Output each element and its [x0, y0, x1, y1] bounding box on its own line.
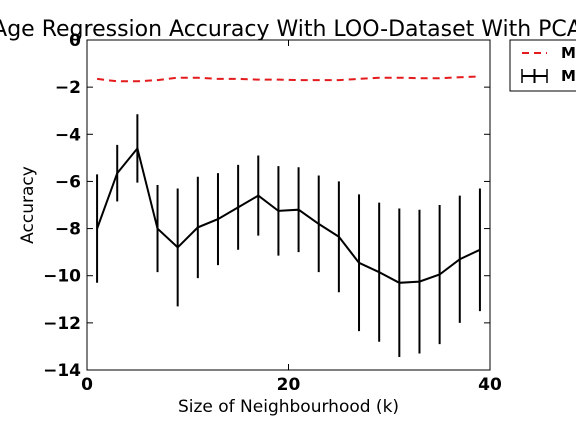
- chart-title: Age Regression Accuracy With LOO-Dataset…: [0, 17, 576, 42]
- y-tick-label: −4: [55, 125, 81, 145]
- x-tick-label: 40: [478, 375, 502, 395]
- y-tick-label: −12: [43, 314, 81, 334]
- series-line: [96, 75, 480, 83]
- series-line: [96, 146, 481, 284]
- series-1: [96, 75, 480, 83]
- y-tick-label: 0: [69, 31, 81, 51]
- x-tick-label: 20: [277, 375, 301, 395]
- y-tick-label: −2: [55, 78, 81, 98]
- series-2: [96, 114, 481, 358]
- legend-box: [509, 39, 576, 92]
- y-tick-label: −10: [43, 267, 81, 287]
- y-axis-label: Accuracy: [18, 166, 38, 244]
- x-tick-label: 0: [81, 375, 93, 395]
- legend-label: M: [561, 44, 576, 62]
- plot-area: [96, 75, 481, 358]
- legend: MM: [509, 39, 576, 92]
- y-tick-label: −14: [43, 361, 81, 381]
- y-tick-label: −8: [55, 220, 81, 240]
- plot-frame: [86, 39, 491, 371]
- x-axis-label: Size of Neighbourhood (k): [178, 397, 399, 417]
- axis-ticks: 0 20 40 0 −2 −4 −6 −8 −10 −12 −14: [43, 31, 502, 395]
- y-tick-label: −6: [55, 172, 81, 192]
- legend-label: M: [561, 67, 576, 85]
